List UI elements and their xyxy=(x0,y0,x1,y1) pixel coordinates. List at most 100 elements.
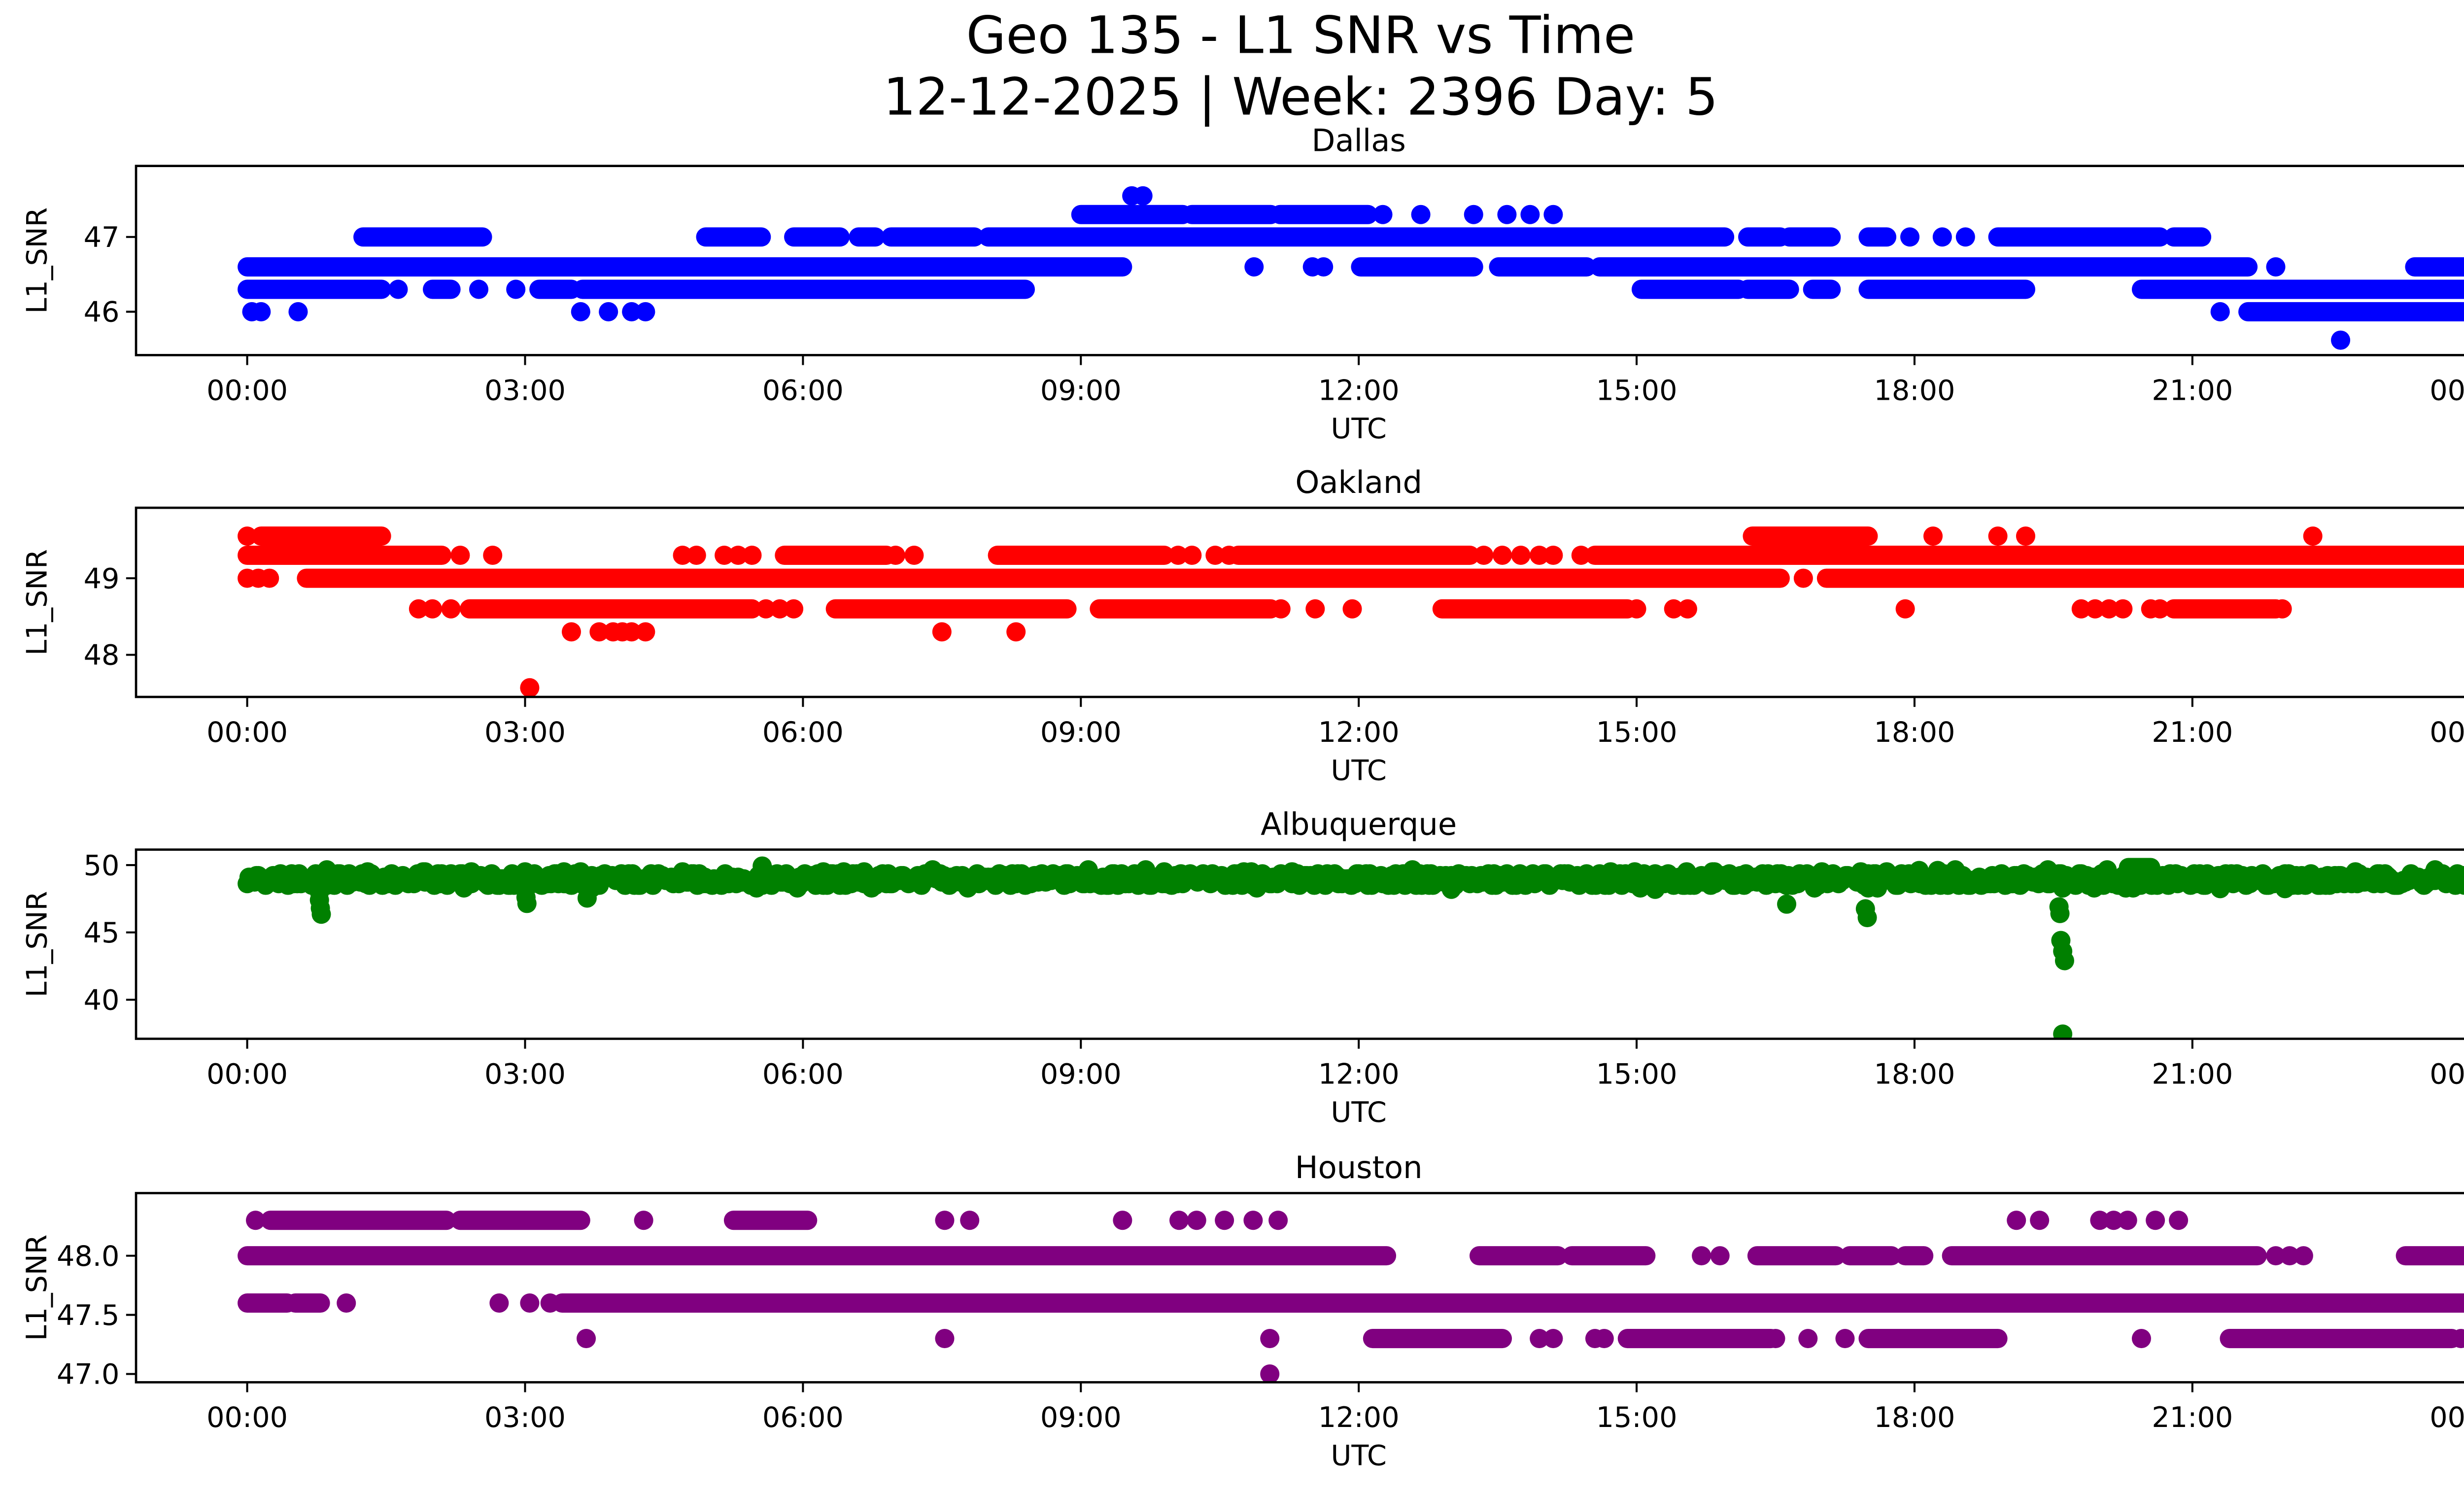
scatter-dot xyxy=(636,302,655,321)
scatter-dot xyxy=(1305,599,1325,619)
x-tick-label: 06:00 xyxy=(762,716,844,749)
scatter-dot xyxy=(960,1211,980,1230)
scatter-dot xyxy=(506,279,526,299)
x-tick-label: 12:00 xyxy=(1318,1401,1400,1434)
y-tick-label: 47.5 xyxy=(57,1299,119,1332)
scatter-dot xyxy=(1182,545,1202,565)
scatter-dot xyxy=(1677,599,1697,619)
scatter-outlier-dot xyxy=(1909,861,1929,880)
x-axis-label: UTC xyxy=(1331,413,1386,445)
scatter-dot xyxy=(1244,257,1264,277)
y-tick-label: 40 xyxy=(84,984,120,1016)
scatter-dot xyxy=(1900,227,1920,247)
scatter-dot xyxy=(2266,257,2286,277)
x-tick-label: 21:00 xyxy=(2152,1058,2233,1090)
scatter-dot xyxy=(1988,526,2008,546)
scatter-dot xyxy=(634,1211,653,1230)
scatter-dot xyxy=(288,302,308,321)
x-tick-label: 18:00 xyxy=(1874,374,1955,407)
scatter-outlier-dot xyxy=(1777,894,1797,914)
scatter-dot xyxy=(1955,227,1975,247)
x-tick-label: 03:00 xyxy=(484,1401,566,1434)
scatter-dot xyxy=(1594,1329,1614,1349)
scatter-dot xyxy=(1664,599,1683,619)
scatter-dot xyxy=(622,622,642,642)
scatter-dot xyxy=(636,622,655,642)
scatter-dot xyxy=(935,1329,955,1349)
scatter-dot xyxy=(2210,302,2230,321)
scatter-dot xyxy=(904,545,924,565)
scatter-dot xyxy=(1268,1211,1288,1230)
scatter-dot xyxy=(1793,568,1813,588)
x-tick-label: 21:00 xyxy=(2152,1401,2233,1434)
scatter-dot xyxy=(1169,1211,1189,1230)
scatter-dot xyxy=(1187,1211,1206,1230)
x-tick-label: 00:00 xyxy=(2430,1401,2464,1434)
subplot-title: Oakland xyxy=(1295,464,1422,500)
y-tick-label: 49 xyxy=(84,562,120,595)
scatter-dot xyxy=(337,1293,356,1313)
y-tick-label: 47 xyxy=(84,221,120,254)
scatter-dot xyxy=(1243,1211,1263,1230)
scatter-points xyxy=(238,1211,2464,1383)
y-axis-label: L1_SNR xyxy=(21,549,53,656)
scatter-points xyxy=(238,526,2464,697)
x-tick-label: 15:00 xyxy=(1596,1401,1677,1434)
scatter-dot xyxy=(2146,1211,2165,1230)
scatter-outlier-dot xyxy=(2053,1024,2073,1039)
scatter-outlier-dot xyxy=(1928,861,1948,880)
scatter-dot xyxy=(1205,545,1225,565)
y-axis-label: L1_SNR xyxy=(21,208,53,314)
scatter-dot xyxy=(450,545,470,565)
scatter-outlier-dot xyxy=(2210,879,2230,899)
scatter-dot xyxy=(2016,526,2036,546)
x-tick-label: 12:00 xyxy=(1318,374,1400,407)
x-tick-label: 03:00 xyxy=(484,716,566,749)
scatter-dot xyxy=(2331,330,2351,350)
subplot-title: Dallas xyxy=(1312,122,1406,158)
x-tick-label: 15:00 xyxy=(1596,374,1677,407)
scatter-dot xyxy=(1710,1246,1730,1266)
scatter-dot xyxy=(571,302,590,321)
scatter-dot xyxy=(2071,599,2091,619)
x-tick-label: 06:00 xyxy=(762,1058,844,1090)
scatter-dot xyxy=(1219,545,1239,565)
scatter-dot xyxy=(1520,205,1540,224)
scatter-outlier-dot xyxy=(1857,908,1877,928)
subplot-albuquerque: 00:00 03:00 06:00 09:00 12:00 15:00 18:00 21:00… xyxy=(21,806,2464,1129)
scatter-dot xyxy=(1835,1329,1855,1349)
y-tick-label: 48 xyxy=(84,639,120,672)
scatter-dot xyxy=(784,599,804,619)
scatter-dot xyxy=(2113,599,2133,619)
x-tick-label: 00:00 xyxy=(206,1058,288,1090)
y-tick-label: 46 xyxy=(84,296,120,329)
subplot-houston: 00:00 03:00 06:00 09:00 12:00 15:00 18:00 21:00… xyxy=(21,1149,2464,1472)
scatter-points xyxy=(238,856,2464,1039)
scatter-dot xyxy=(1373,205,1393,224)
scatter-dot xyxy=(1342,599,1362,619)
scatter-dot xyxy=(1627,599,1646,619)
scatter-outlier-dot xyxy=(2054,951,2074,971)
scatter-dot xyxy=(622,302,642,321)
scatter-dot xyxy=(2293,1246,2313,1266)
scatter-dot xyxy=(2104,1211,2123,1230)
scatter-outlier-dot xyxy=(311,904,331,924)
x-axis-label: UTC xyxy=(1331,1440,1386,1472)
x-tick-label: 15:00 xyxy=(1596,1058,1677,1090)
scatter-dot xyxy=(886,545,905,565)
scatter-dot xyxy=(1932,227,1952,247)
scatter-dot xyxy=(2099,599,2119,619)
y-tick-label: 50 xyxy=(84,849,120,882)
x-tick-label: 18:00 xyxy=(1874,1401,1955,1434)
scatter-dot xyxy=(561,622,582,642)
x-tick-label: 00:00 xyxy=(2430,1058,2464,1090)
x-tick-label: 06:00 xyxy=(762,374,844,407)
scatter-dot xyxy=(2118,1211,2137,1230)
y-tick-label: 47.0 xyxy=(57,1358,119,1391)
scatter-dot xyxy=(1543,205,1563,224)
y-axis-label: L1_SNR xyxy=(21,891,53,998)
scatter-dot xyxy=(756,599,776,619)
x-axis-label: UTC xyxy=(1331,1096,1386,1129)
x-tick-label: 09:00 xyxy=(1040,1058,1122,1090)
scatter-dot xyxy=(1260,1329,1280,1349)
